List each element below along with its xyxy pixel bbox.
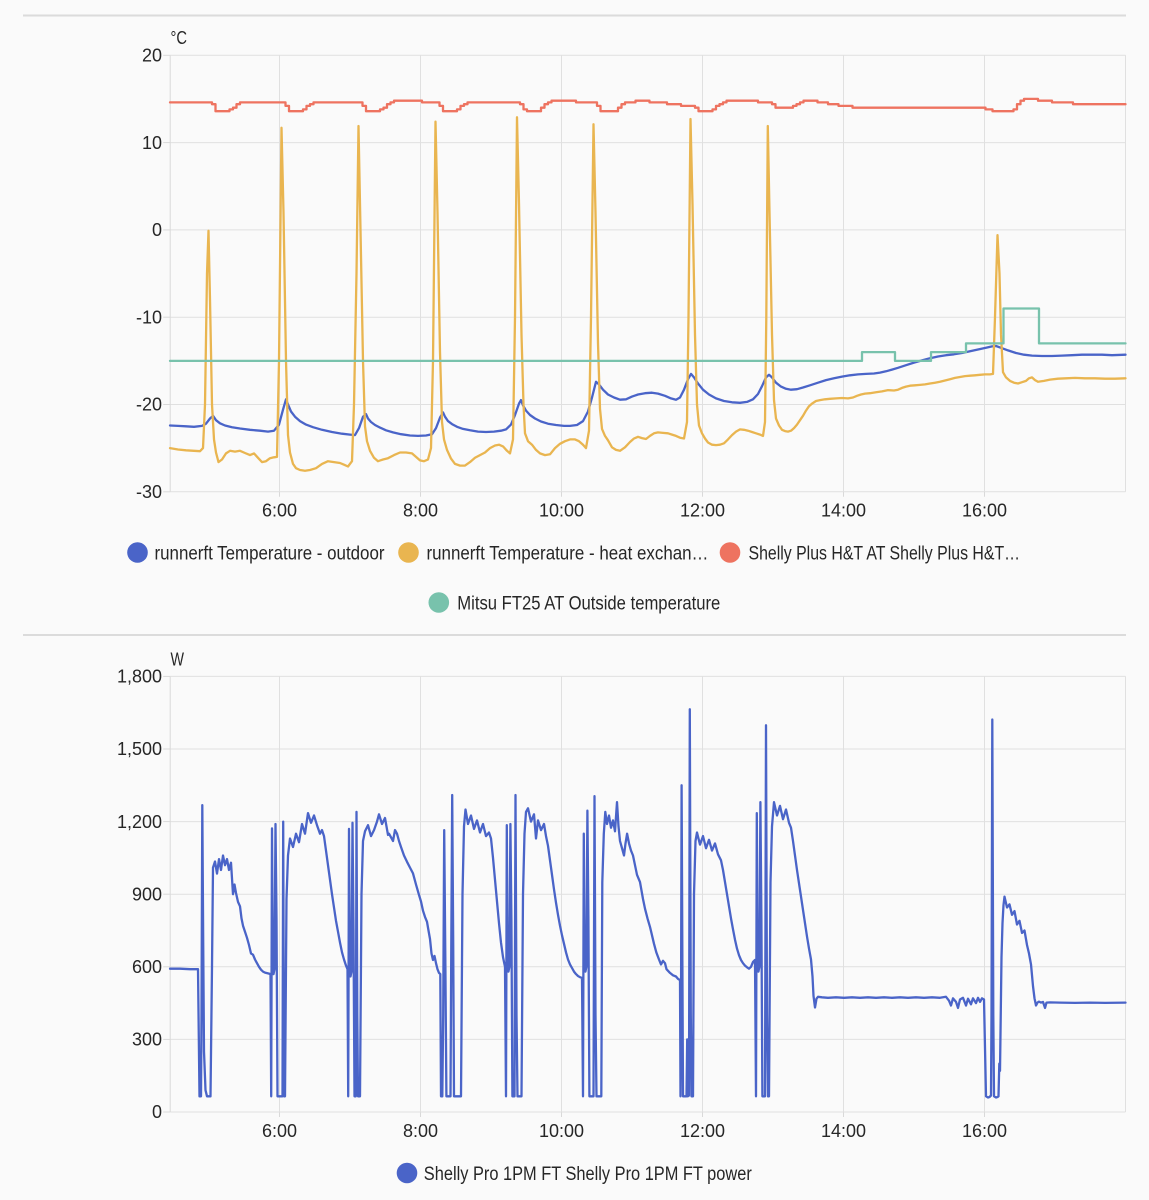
svg-text:1,200: 1,200 (117, 812, 162, 832)
svg-text:10: 10 (142, 133, 162, 153)
svg-text:20: 20 (142, 46, 162, 66)
svg-text:°C: °C (171, 28, 188, 48)
svg-text:12:00: 12:00 (680, 1121, 725, 1141)
svg-text:Shelly Pro 1PM FT Shelly Pro 1: Shelly Pro 1PM FT Shelly Pro 1PM FT powe… (424, 1163, 752, 1185)
svg-text:900: 900 (132, 884, 162, 904)
svg-text:W: W (171, 650, 185, 670)
svg-text:-10: -10 (136, 307, 162, 327)
svg-text:1,500: 1,500 (117, 739, 162, 759)
svg-text:14:00: 14:00 (821, 501, 866, 521)
svg-text:0: 0 (152, 220, 162, 240)
svg-text:0: 0 (152, 1102, 162, 1122)
svg-text:10:00: 10:00 (539, 501, 584, 521)
svg-text:1,800: 1,800 (117, 667, 162, 687)
svg-text:runnerft Temperature - outdoor: runnerft Temperature - outdoor (155, 542, 385, 564)
svg-text:-30: -30 (136, 482, 162, 502)
svg-text:runnerft Temperature - heat ex: runnerft Temperature - heat exchan… (427, 542, 709, 564)
svg-text:600: 600 (132, 957, 162, 977)
svg-text:Shelly Plus H&T AT Shelly Plus: Shelly Plus H&T AT Shelly Plus H&T… (749, 542, 1021, 564)
svg-text:8:00: 8:00 (403, 1121, 438, 1141)
svg-text:300: 300 (132, 1030, 162, 1050)
svg-text:6:00: 6:00 (262, 501, 297, 521)
svg-text:8:00: 8:00 (403, 501, 438, 521)
svg-text:Mitsu FT25 AT Outside temperat: Mitsu FT25 AT Outside temperature (457, 592, 720, 614)
svg-text:14:00: 14:00 (821, 1121, 866, 1141)
svg-text:16:00: 16:00 (962, 501, 1007, 521)
svg-text:6:00: 6:00 (262, 1121, 297, 1141)
svg-text:-20: -20 (136, 395, 162, 415)
svg-text:12:00: 12:00 (680, 501, 725, 521)
svg-text:10:00: 10:00 (539, 1121, 584, 1141)
svg-text:16:00: 16:00 (962, 1121, 1007, 1141)
